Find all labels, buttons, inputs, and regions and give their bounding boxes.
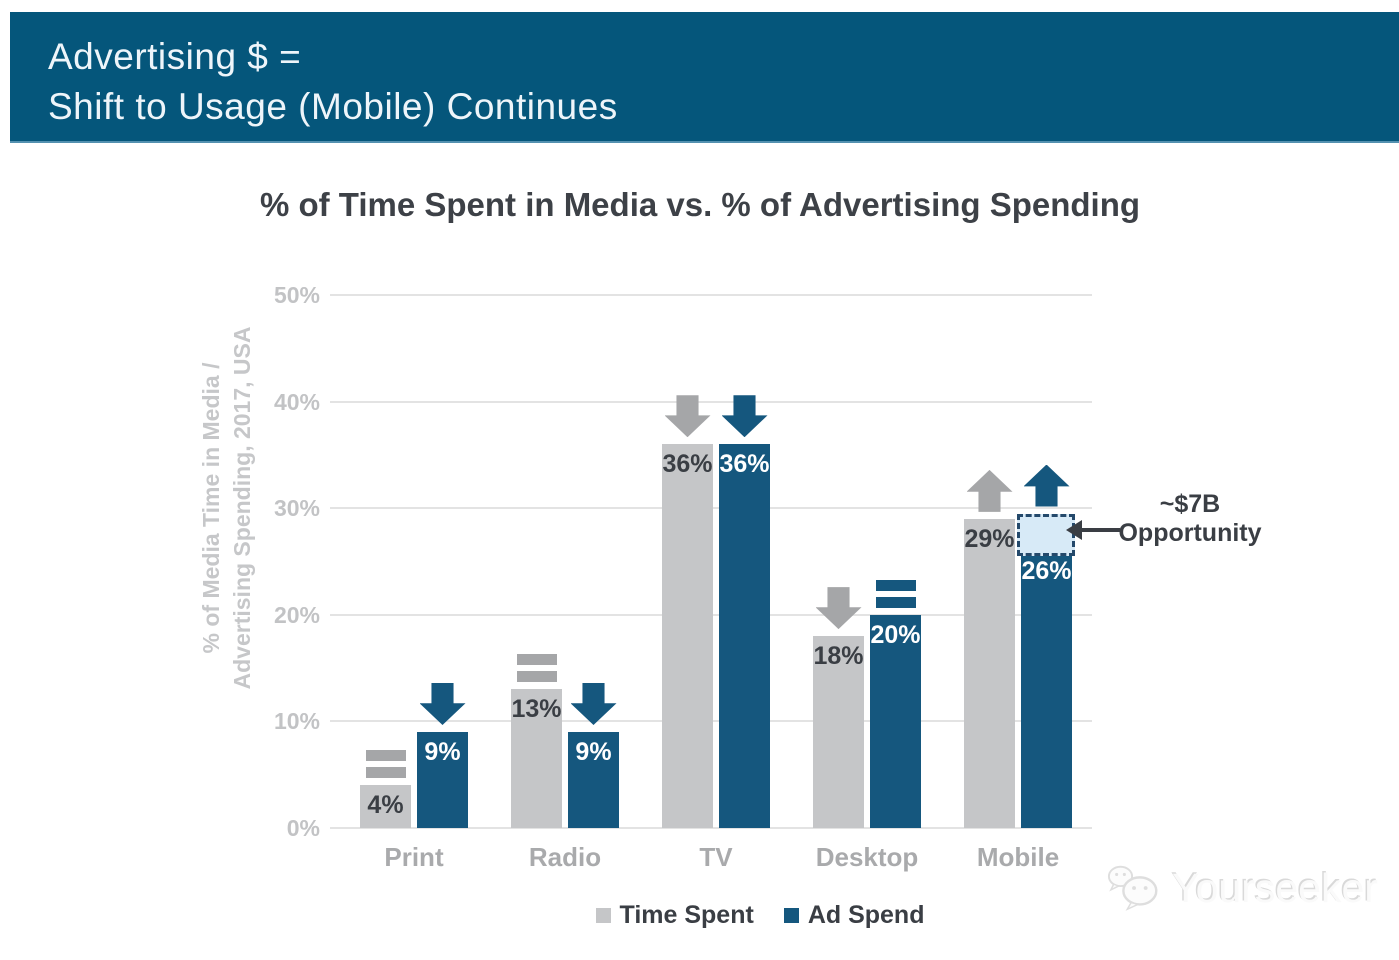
value-label-time-spent-radio: 13%	[511, 695, 562, 724]
category-label-desktop: Desktop	[815, 842, 919, 872]
legend-item-ad-spend: Ad Spend	[783, 901, 925, 930]
bar-time-spent-radio	[511, 689, 562, 828]
bar-time-spent-print	[360, 785, 411, 828]
trend-equal-icon-time-spent-print	[365, 750, 406, 779]
time-spent-swatch-icon	[595, 908, 611, 923]
annotation-arrowhead-icon	[1066, 520, 1082, 540]
equal-bar	[875, 596, 916, 608]
trend-down-arrow-icon-ad-spend-print	[419, 683, 466, 726]
value-label-time-spent-tv: 36%	[662, 450, 713, 479]
value-label-ad-spend-radio: 9%	[575, 738, 612, 767]
bar-ad-spend-tv	[719, 444, 770, 828]
category-label-radio: Radio	[528, 842, 602, 872]
chart-title: % of Time Spent in Media vs. % of Advert…	[259, 186, 1141, 223]
equal-bar	[516, 654, 557, 666]
equal-bar	[516, 671, 557, 683]
bar-time-spent-tv	[662, 444, 713, 828]
legend: Time Spent Ad Spend	[380, 901, 1140, 930]
category-label-tv: TV	[699, 842, 733, 872]
value-label-ad-spend-desktop: 20%	[870, 620, 921, 649]
ad-spend-swatch-icon	[783, 908, 799, 923]
value-label-ad-spend-tv: 36%	[719, 450, 770, 479]
watermark-text: Yourseeker	[1172, 864, 1378, 911]
bar-time-spent-mobile	[964, 518, 1015, 828]
value-label-time-spent-print: 4%	[367, 791, 404, 820]
bar-ad-spend-print	[417, 732, 468, 828]
trend-up-arrow-icon-time-spent-mobile	[966, 469, 1013, 512]
bar-time-spent-desktop	[813, 636, 864, 828]
banner-title-line1: Advertising $ =	[48, 36, 302, 77]
category-label-mobile: Mobile	[976, 842, 1060, 872]
y-tick-label-10%: 10%	[273, 708, 320, 735]
gridline-0%	[330, 827, 1092, 829]
y-axis-title-line1: % of Media Time in Media /	[198, 362, 224, 654]
y-tick-label-20%: 20%	[273, 601, 320, 628]
y-tick-label-50%: 50%	[273, 282, 320, 308]
trend-equal-icon-time-spent-radio	[516, 654, 557, 683]
trend-equal-icon-ad-spend-desktop	[875, 579, 916, 608]
value-label-ad-spend-mobile: 26%	[1021, 556, 1072, 585]
legend-label-ad-spend: Ad Spend	[807, 901, 925, 929]
value-label-time-spent-mobile: 29%	[964, 524, 1015, 553]
annotation-arrow	[1080, 528, 1120, 532]
trend-down-arrow-icon-time-spent-desktop	[815, 587, 862, 630]
equal-bar	[365, 767, 406, 779]
legend-label-time-spent: Time Spent	[619, 901, 754, 929]
opportunity-annotation: ~$7B Opportunity	[1105, 490, 1275, 548]
equal-bar	[365, 750, 406, 762]
trend-down-arrow-icon-ad-spend-radio	[570, 683, 617, 726]
watermark: Yourseeker	[1106, 862, 1378, 914]
trend-up-arrow-icon-ad-spend-mobile	[1023, 464, 1070, 507]
value-label-time-spent-desktop: 18%	[813, 642, 864, 671]
category-label-print: Print	[384, 842, 444, 872]
gridline-40%	[330, 400, 1092, 403]
chat-bubbles-logo-icon	[1107, 865, 1158, 911]
bar-ad-spend-mobile	[1021, 550, 1072, 828]
y-tick-label-0%: 0%	[286, 815, 320, 841]
equal-bar	[875, 579, 916, 591]
value-label-ad-spend-print: 9%	[424, 738, 461, 767]
opportunity-label: Opportunity	[1118, 519, 1262, 547]
gridline-50%	[330, 294, 1092, 296]
bar-ad-spend-radio	[568, 732, 619, 828]
bar-ad-spend-desktop	[870, 614, 921, 828]
header-banner: Advertising $ = Shift to Usage (Mobile) …	[10, 12, 1399, 143]
opportunity-value: ~$7B	[1159, 490, 1221, 518]
y-tick-label-40%: 40%	[273, 388, 320, 415]
legend-item-time-spent: Time Spent	[595, 901, 754, 930]
banner-title-line2: Shift to Usage (Mobile) Continues	[48, 86, 618, 127]
y-tick-label-30%: 30%	[273, 495, 320, 522]
